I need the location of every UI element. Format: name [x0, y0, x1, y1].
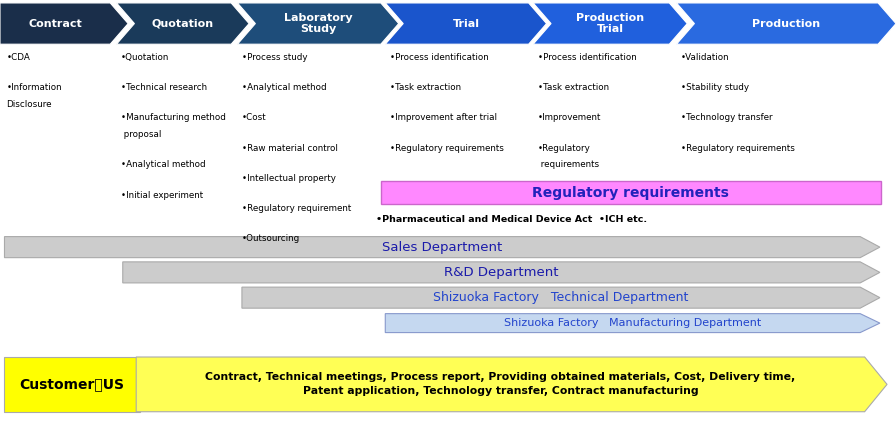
- Text: •Process identification: •Process identification: [538, 53, 636, 61]
- Polygon shape: [242, 287, 880, 308]
- Text: R&D Department: R&D Department: [444, 266, 558, 279]
- Text: •Cost: •Cost: [242, 113, 266, 122]
- Text: requirements: requirements: [538, 160, 599, 169]
- Text: Disclosure: Disclosure: [6, 100, 52, 109]
- Text: •Regulatory requirements: •Regulatory requirements: [681, 144, 795, 152]
- Text: •Task extraction: •Task extraction: [390, 83, 461, 92]
- Text: •Pharmaceutical and Medical Device Act  •ICH etc.: •Pharmaceutical and Medical Device Act •…: [376, 215, 648, 224]
- Text: Production: Production: [752, 19, 821, 29]
- Text: •Process study: •Process study: [242, 53, 307, 61]
- Polygon shape: [385, 314, 880, 333]
- Text: •Regulatory requirements: •Regulatory requirements: [390, 144, 504, 152]
- Polygon shape: [385, 3, 547, 44]
- Polygon shape: [533, 3, 687, 44]
- Text: •Improvement: •Improvement: [538, 113, 601, 122]
- Text: •Analytical method: •Analytical method: [242, 83, 326, 92]
- Text: •Stability study: •Stability study: [681, 83, 749, 92]
- Text: •Technical research: •Technical research: [121, 83, 207, 92]
- Text: •CDA: •CDA: [6, 53, 30, 61]
- Polygon shape: [0, 3, 128, 44]
- Text: Regulatory requirements: Regulatory requirements: [532, 186, 729, 200]
- Text: •Analytical method: •Analytical method: [121, 160, 205, 169]
- Text: •Validation: •Validation: [681, 53, 729, 61]
- Polygon shape: [676, 3, 896, 44]
- Text: •Raw material control: •Raw material control: [242, 144, 338, 152]
- Text: Quotation: Quotation: [151, 19, 214, 29]
- Polygon shape: [4, 237, 880, 258]
- Text: Sales Department: Sales Department: [382, 241, 503, 253]
- FancyBboxPatch shape: [381, 181, 881, 204]
- Text: Trial: Trial: [452, 19, 479, 29]
- Polygon shape: [136, 357, 887, 412]
- Text: Shizuoka Factory   Manufacturing Department: Shizuoka Factory Manufacturing Departmen…: [504, 318, 762, 328]
- Text: •Intellectual property: •Intellectual property: [242, 174, 336, 183]
- Text: proposal: proposal: [121, 130, 161, 139]
- Polygon shape: [123, 262, 880, 283]
- Text: •Outsourcing: •Outsourcing: [242, 234, 300, 243]
- Text: •Regulatory requirement: •Regulatory requirement: [242, 204, 351, 213]
- Text: •Process identification: •Process identification: [390, 53, 488, 61]
- Text: •Manufacturing method: •Manufacturing method: [121, 113, 226, 122]
- Text: •Initial experiment: •Initial experiment: [121, 191, 203, 200]
- Text: Production
Trial: Production Trial: [576, 13, 644, 35]
- Polygon shape: [237, 3, 399, 44]
- Text: Laboratory
Study: Laboratory Study: [284, 13, 352, 35]
- Polygon shape: [116, 3, 249, 44]
- Polygon shape: [4, 357, 140, 412]
- Text: •Task extraction: •Task extraction: [538, 83, 608, 92]
- Text: Shizuoka Factory   Technical Department: Shizuoka Factory Technical Department: [433, 291, 689, 304]
- Text: Customer－US: Customer－US: [19, 377, 125, 392]
- Text: •Regulatory: •Regulatory: [538, 144, 590, 152]
- Text: •Technology transfer: •Technology transfer: [681, 113, 772, 122]
- Text: Contract: Contract: [29, 19, 82, 29]
- Text: •Quotation: •Quotation: [121, 53, 169, 61]
- Text: •Improvement after trial: •Improvement after trial: [390, 113, 496, 122]
- Text: Contract, Technical meetings, Process report, Providing obtained materials, Cost: Contract, Technical meetings, Process re…: [205, 372, 796, 397]
- Text: •Information: •Information: [6, 83, 62, 92]
